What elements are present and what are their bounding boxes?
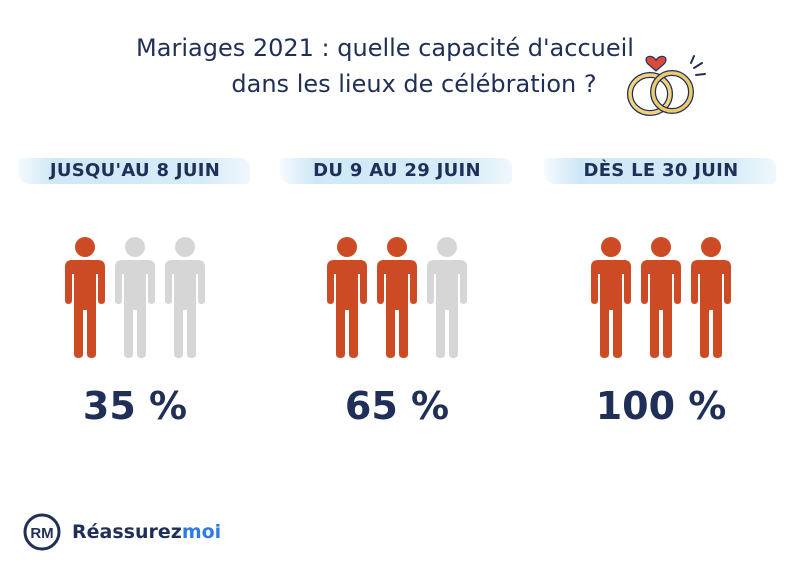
person-icon: [165, 237, 205, 358]
brand-name-part-1: Réassurez: [72, 521, 182, 543]
wedding-rings-icon: [627, 55, 706, 116]
figures-svg: [65, 237, 205, 358]
period-jusqu-au-8-juin: JUSQU'AU 8 JUIN 35 %: [10, 150, 260, 428]
person-icon: [115, 237, 155, 358]
brand-logo: RM Réassurezmoi: [22, 512, 221, 552]
capacity-figures: [272, 236, 522, 360]
period-du-9-au-29-juin: DU 9 AU 29 JUIN 65 %: [272, 150, 522, 428]
capacity-percent: 100 %: [595, 384, 727, 428]
figures-svg: [327, 237, 467, 358]
period-label-wrap: JUSQU'AU 8 JUIN: [10, 150, 260, 192]
person-icon: [377, 237, 417, 358]
capacity-figures: [536, 236, 786, 360]
title-line-2: dans les lieux de célébration ?: [231, 70, 597, 99]
logo-mark-text: RM: [30, 525, 53, 542]
person-icon: [65, 237, 105, 358]
person-icon: [327, 237, 367, 358]
page-title: Mariages 2021 : quelle capacité d'accuei…: [0, 30, 788, 102]
brush-highlight: [280, 158, 512, 184]
capacity-figures: [10, 236, 260, 360]
brush-highlight: [544, 158, 776, 184]
person-icon: [691, 237, 731, 358]
brand-name: Réassurezmoi: [72, 521, 221, 543]
capacity-percent: 65 %: [344, 384, 450, 428]
period-label: JUSQU'AU 8 JUIN: [49, 160, 221, 181]
rm-logo-icon: RM: [23, 513, 61, 551]
person-icon: [427, 237, 467, 358]
figures-svg: [591, 237, 731, 358]
brush-highlight: [18, 158, 250, 184]
period-label: DÈS LE 30 JUIN: [583, 160, 739, 181]
capacity-percent: 35 %: [82, 384, 188, 428]
person-icon: [591, 237, 631, 358]
title-line-1: Mariages 2021 : quelle capacité d'accuei…: [136, 34, 634, 63]
person-icon: [641, 237, 681, 358]
period-des-le-30-juin: DÈS LE 30 JUIN 100 %: [536, 150, 786, 428]
brand-name-part-2: moi: [181, 521, 222, 543]
period-label-wrap: DU 9 AU 29 JUIN: [272, 150, 522, 192]
period-label-wrap: DÈS LE 30 JUIN: [536, 150, 786, 192]
period-label: DU 9 AU 29 JUIN: [313, 160, 481, 181]
